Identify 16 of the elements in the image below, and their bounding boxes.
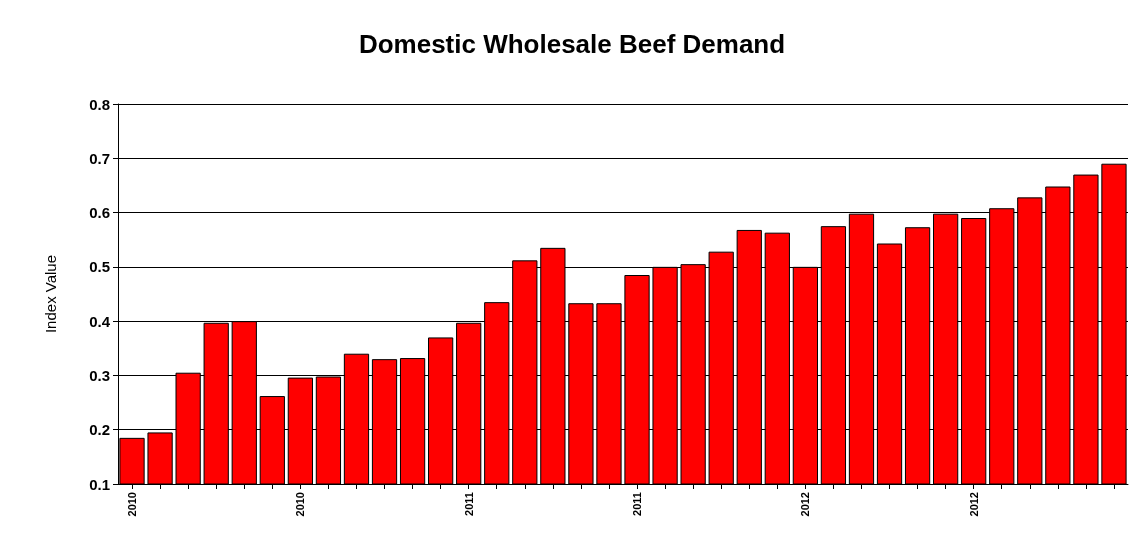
y-tick-label: 0.1 — [89, 475, 110, 493]
chart-title: Domestic Wholesale Beef Demand — [358, 29, 786, 59]
x-tick-label: 2011 — [462, 492, 475, 516]
y-tick-label: 0.2 — [89, 421, 110, 439]
x-tick-label: 2010 — [126, 492, 139, 517]
x-tick-label: 2012 — [799, 492, 812, 517]
x-tick-label: 2011 — [631, 492, 644, 516]
y-tick-label: 0.8 — [89, 95, 110, 113]
y-tick-label: 0.3 — [89, 366, 110, 384]
y-tick-label: 0.6 — [89, 204, 110, 222]
y-axis-title: Index Value — [42, 254, 59, 334]
y-tick-label: 0.5 — [89, 258, 110, 276]
x-tick-label: 2012 — [967, 492, 980, 517]
y-tick-label: 0.7 — [89, 149, 110, 167]
x-tick-label: 2010 — [294, 492, 307, 517]
y-tick-label: 0.4 — [89, 312, 111, 330]
